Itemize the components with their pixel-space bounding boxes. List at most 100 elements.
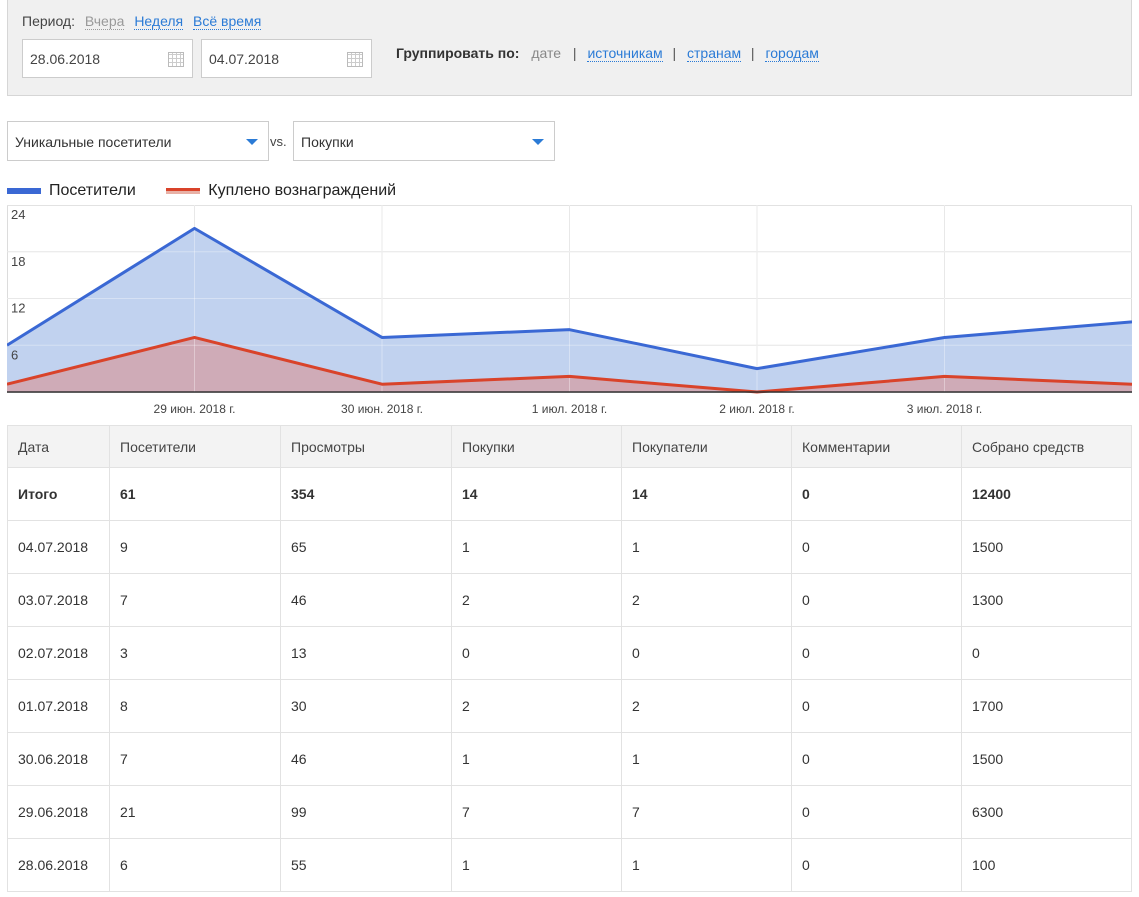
group-by-sources-link[interactable]: источникам xyxy=(587,45,663,62)
y-tick-label: 18 xyxy=(11,254,25,269)
table-cell: 0 xyxy=(791,785,962,839)
table-cell: 0 xyxy=(791,520,962,574)
period-all-time-link[interactable]: Всё время xyxy=(193,13,262,30)
table-cell: 2 xyxy=(451,679,622,733)
table-cell: 0 xyxy=(791,732,962,786)
stats-table: Дата Посетители Просмотры Покупки Покупа… xyxy=(7,425,1132,892)
table-cell: 2 xyxy=(621,573,792,627)
table-cell: 46 xyxy=(280,732,452,786)
chart-legend: Посетители Куплено вознаграждений xyxy=(7,182,422,200)
x-tick-label: 2 июл. 2018 г. xyxy=(719,402,794,416)
date-from-value: 28.06.2018 xyxy=(30,51,101,67)
table-cell: 0 xyxy=(791,626,962,680)
filter-panel: Период: Вчера Неделя Всё время 28.06.201… xyxy=(7,0,1132,96)
group-by-cities-link[interactable]: городам xyxy=(765,45,819,62)
table-cell: 0 xyxy=(791,838,962,892)
table-cell: 65 xyxy=(280,520,452,574)
legend-item-purchases[interactable]: Куплено вознаграждений xyxy=(166,182,396,200)
series-line-2 xyxy=(7,335,1132,394)
table-cell: 0 xyxy=(791,573,962,627)
table-cell: 7 xyxy=(451,785,622,839)
vs-label: vs. xyxy=(270,134,287,149)
group-by-date: дате xyxy=(531,45,562,61)
right-metric-value: Покупки xyxy=(301,134,354,150)
date-from-input[interactable]: 28.06.2018 xyxy=(22,39,193,78)
col-header-visitors[interactable]: Посетители xyxy=(109,425,281,468)
legend-label: Посетители xyxy=(49,182,136,199)
table-cell: 30.06.2018 xyxy=(7,732,110,786)
left-metric-value: Уникальные посетители xyxy=(15,134,172,150)
table-cell: 21 xyxy=(109,785,281,839)
table-cell: 354 xyxy=(280,467,452,521)
group-by-countries-link[interactable]: странам xyxy=(687,45,742,62)
dropdown-arrow-icon xyxy=(246,139,258,145)
table-total-row: Итого 61 354 14 14 0 12400 xyxy=(7,467,1132,521)
legend-label: Куплено вознаграждений xyxy=(208,182,397,199)
group-by-label: Группировать по: xyxy=(396,45,520,61)
calendar-icon[interactable] xyxy=(347,52,363,67)
calendar-icon[interactable] xyxy=(168,52,184,67)
col-header-comments[interactable]: Комментарии xyxy=(791,425,962,468)
series-area-1 xyxy=(7,228,1132,392)
table-cell: 13 xyxy=(280,626,452,680)
table-cell: 1 xyxy=(451,732,622,786)
legend-item-visitors[interactable]: Посетители xyxy=(7,182,136,200)
table-cell: 3 xyxy=(109,626,281,680)
group-by-row: Группировать по: дате | источникам | стр… xyxy=(396,45,819,62)
table-cell: 7 xyxy=(109,732,281,786)
table-row: 03.07.2018 7 46 2 2 0 1300 xyxy=(7,573,1132,627)
table-row: 28.06.2018 6 55 1 1 0 100 xyxy=(7,838,1132,892)
table-cell: 30 xyxy=(280,679,452,733)
series-line-1 xyxy=(7,226,1132,371)
table-cell: 9 xyxy=(109,520,281,574)
period-yesterday-link[interactable]: Вчера xyxy=(84,13,125,30)
table-cell: 1 xyxy=(451,838,622,892)
table-cell: 6300 xyxy=(961,785,1132,839)
table-cell: 6 xyxy=(109,838,281,892)
y-tick-label: 12 xyxy=(11,301,25,316)
table-cell: 61 xyxy=(109,467,281,521)
table-cell: 01.07.2018 xyxy=(7,679,110,733)
legend-swatch xyxy=(7,187,41,194)
y-tick-label: 6 xyxy=(11,347,18,362)
table-row: 04.07.2018 9 65 1 1 0 1500 xyxy=(7,520,1132,574)
table-cell: 1 xyxy=(621,732,792,786)
table-cell: 28.06.2018 xyxy=(7,838,110,892)
table-cell: 55 xyxy=(280,838,452,892)
table-cell: 0 xyxy=(451,626,622,680)
col-header-funds[interactable]: Собрано средств xyxy=(961,425,1132,468)
col-header-date[interactable]: Дата xyxy=(7,425,110,468)
dropdown-arrow-icon xyxy=(532,139,544,145)
table-cell: 99 xyxy=(280,785,452,839)
period-label: Период: xyxy=(22,13,75,29)
date-to-input[interactable]: 04.07.2018 xyxy=(201,39,372,78)
table-cell: 04.07.2018 xyxy=(7,520,110,574)
col-header-buyers[interactable]: Покупатели xyxy=(621,425,792,468)
table-row: 29.06.2018 21 99 7 7 0 6300 xyxy=(7,785,1132,839)
table-cell: 12400 xyxy=(961,467,1132,521)
table-cell: 2 xyxy=(621,679,792,733)
table-row: 30.06.2018 7 46 1 1 0 1500 xyxy=(7,732,1132,786)
table-cell: 100 xyxy=(961,838,1132,892)
table-cell: 0 xyxy=(961,626,1132,680)
series-area-2 xyxy=(7,337,1132,392)
table-cell: 1 xyxy=(451,520,622,574)
table-cell: 7 xyxy=(109,573,281,627)
table-cell: 46 xyxy=(280,573,452,627)
period-week-link[interactable]: Неделя xyxy=(134,13,184,30)
table-cell: 8 xyxy=(109,679,281,733)
table-cell: 1300 xyxy=(961,573,1132,627)
table-cell: 2 xyxy=(451,573,622,627)
x-tick-label: 30 июн. 2018 г. xyxy=(341,402,423,416)
table-cell: 02.07.2018 xyxy=(7,626,110,680)
col-header-views[interactable]: Просмотры xyxy=(280,425,452,468)
date-to-value: 04.07.2018 xyxy=(209,51,280,67)
right-metric-select[interactable]: Покупки xyxy=(293,121,555,161)
table-cell: 29.06.2018 xyxy=(7,785,110,839)
col-header-purchases[interactable]: Покупки xyxy=(451,425,622,468)
left-metric-select[interactable]: Уникальные посетители xyxy=(7,121,269,161)
table-cell: 03.07.2018 xyxy=(7,573,110,627)
table-row: 02.07.2018 3 13 0 0 0 0 xyxy=(7,626,1132,680)
table-cell: 0 xyxy=(791,467,962,521)
table-row: 01.07.2018 8 30 2 2 0 1700 xyxy=(7,679,1132,733)
